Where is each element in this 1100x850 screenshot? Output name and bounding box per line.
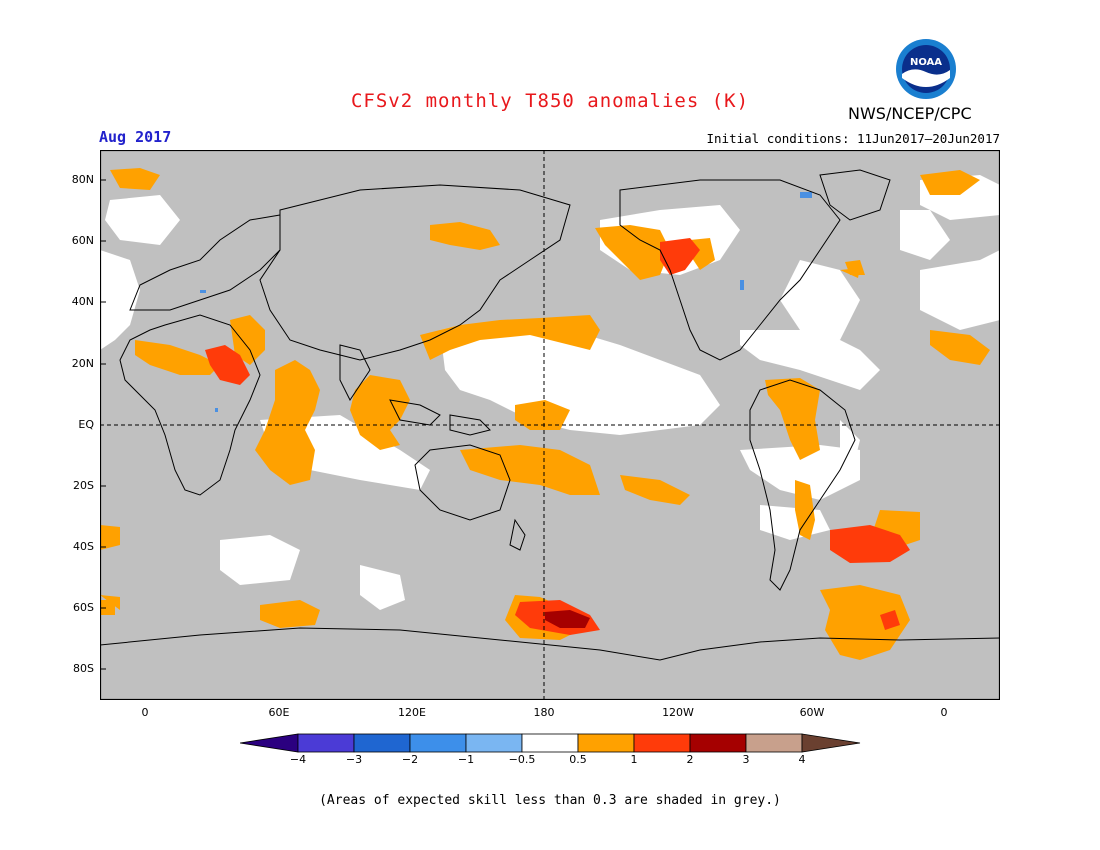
anomaly-map (100, 150, 1000, 700)
colorbar-label: 3 (742, 753, 750, 766)
colorbar-label: 1 (630, 753, 638, 766)
logo-text: NOAA (910, 57, 942, 68)
lon-label-120e: 120E (398, 706, 426, 719)
chart-title: CFSv2 monthly T850 anomalies (K) (350, 90, 750, 112)
colorbar-bin (465, 733, 523, 753)
colorbar-label: −4 (289, 753, 307, 766)
lat-label-80s: 80S (73, 662, 94, 675)
colorbar-label: −2 (401, 753, 419, 766)
skill-note: (Areas of expected skill less than 0.3 a… (319, 793, 781, 808)
colorbar-bin (521, 733, 579, 753)
lat-label-60s: 60S (73, 601, 94, 614)
period-label: Aug 2017 (99, 128, 172, 146)
colorbar-bin (577, 733, 635, 753)
colorbar-bin (745, 733, 803, 753)
neutral-regions (100, 175, 1000, 610)
colorbar-bin (409, 733, 467, 753)
colorbar-label: −3 (345, 753, 363, 766)
lon-label-0-east: 0 (940, 706, 948, 719)
very-strong-warm-anomaly-regions (545, 610, 590, 628)
agency-label: NWS/NCEP/CPC (848, 104, 972, 123)
map-frame (100, 150, 1000, 700)
lat-label-20n: 20N (71, 357, 94, 370)
noaa-logo-icon: NOAA (896, 39, 956, 99)
colorbar-label: −1 (457, 753, 475, 766)
lon-label-60e: 60E (268, 706, 290, 719)
lon-label-120w: 120W (662, 706, 694, 719)
lat-label-60n: 60N (71, 234, 94, 247)
lat-label-80n: 80N (71, 173, 94, 186)
lat-label-40s: 40S (73, 540, 94, 553)
coastlines (100, 169, 1000, 661)
lat-ticks (100, 179, 106, 670)
lat-label-eq: EQ (78, 418, 94, 431)
colorbar-label: 2 (686, 753, 694, 766)
colorbar (240, 733, 861, 753)
colorbar-arrow-low (240, 733, 299, 753)
colorbar-label: −0.5 (508, 753, 536, 766)
lon-label-180: 180 (533, 706, 555, 719)
colorbar-bin (689, 733, 747, 753)
lat-label-20s: 20S (73, 479, 94, 492)
lon-label-60w: 60W (799, 706, 825, 719)
lat-label-40n: 40N (71, 295, 94, 308)
colorbar-bin (633, 733, 691, 753)
colorbar-label: 4 (798, 753, 806, 766)
cool-anomaly-regions (200, 192, 812, 412)
lon-label-0: 0 (141, 706, 149, 719)
colorbar-bin (353, 733, 411, 753)
colorbar-bin (297, 733, 355, 753)
colorbar-arrow-high (801, 733, 861, 753)
initial-conditions-label: Initial conditions: 11Jun2017–20Jun2017 (706, 131, 1001, 146)
colorbar-label: 0.5 (569, 753, 587, 766)
